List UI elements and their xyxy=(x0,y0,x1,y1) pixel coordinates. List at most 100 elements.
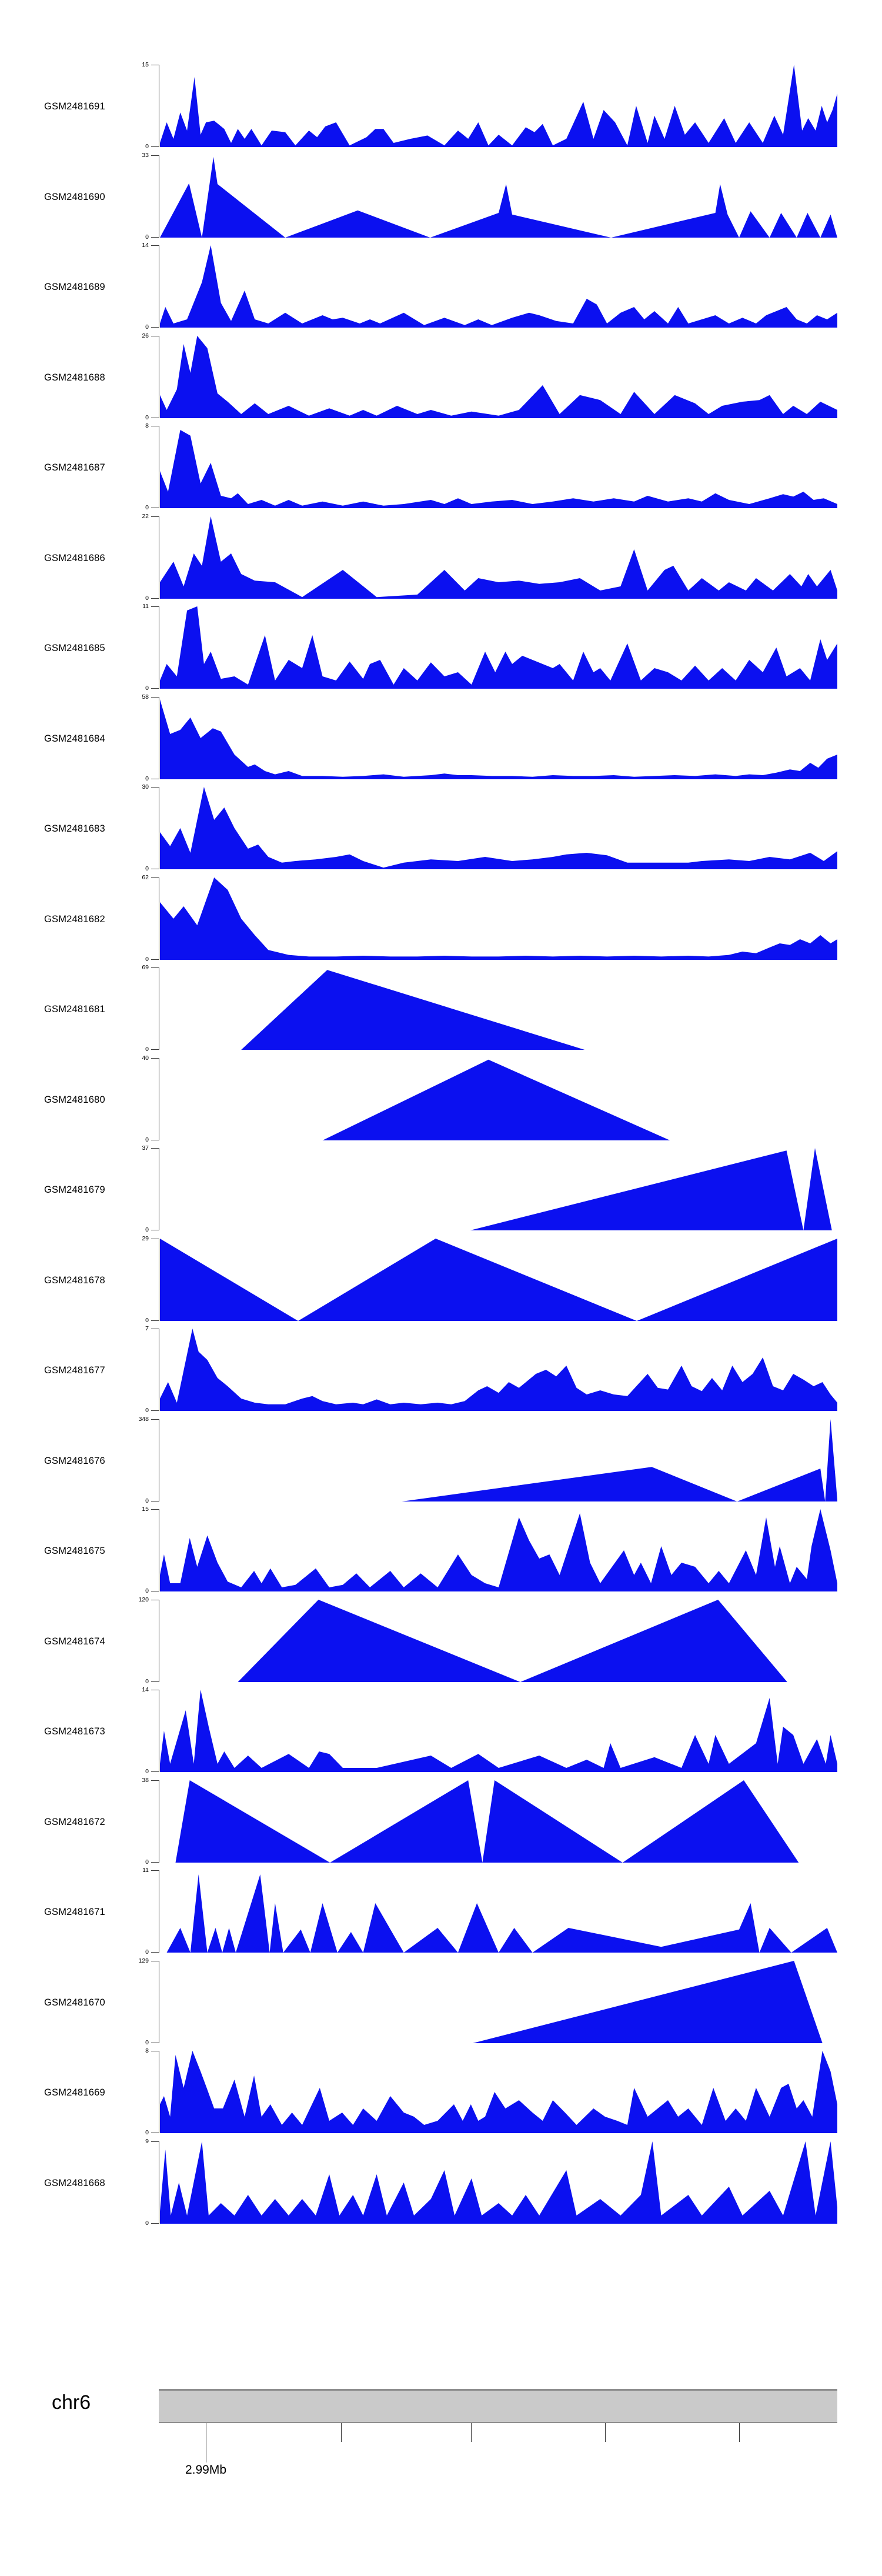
y-axis-max-label: 7 xyxy=(145,1325,149,1332)
track-label: GSM2481689 xyxy=(44,282,105,292)
y-axis-zero-label: 0 xyxy=(145,143,149,150)
track-label: GSM2481690 xyxy=(44,192,105,202)
signal-area xyxy=(238,1600,787,1682)
y-axis-tick xyxy=(151,1780,159,1781)
genome-axis-tick xyxy=(341,2423,342,2442)
signal-plot xyxy=(402,1419,837,1501)
track-label: GSM2481683 xyxy=(44,823,105,834)
signal-area xyxy=(322,1059,670,1140)
y-axis-tick xyxy=(151,877,159,879)
y-axis-max-label: 30 xyxy=(142,783,149,790)
signal-area xyxy=(160,699,837,779)
y-axis-tick xyxy=(151,1419,159,1420)
signal-area xyxy=(160,156,837,238)
y-axis-zero-label: 0 xyxy=(145,1587,149,1594)
y-axis-zero-label: 0 xyxy=(145,233,149,241)
y-axis-max-label: 40 xyxy=(142,1055,149,1062)
y-axis-zero-label: 0 xyxy=(145,595,149,602)
y-axis-zero-label: 0 xyxy=(145,2220,149,2227)
track-row: GSM2481668 9 0 xyxy=(0,2138,882,2227)
track-row: GSM2481672 38 0 xyxy=(0,1777,882,1866)
track-label: GSM2481668 xyxy=(44,2178,105,2188)
track-label: GSM2481676 xyxy=(44,1456,105,1466)
y-axis-max-label: 15 xyxy=(142,1506,149,1513)
signal-area xyxy=(473,1961,823,2043)
track-label: GSM2481675 xyxy=(44,1546,105,1556)
y-axis-max-label: 26 xyxy=(142,332,149,339)
signal-plot xyxy=(160,1329,837,1411)
y-axis-tick xyxy=(151,967,159,969)
y-axis-zero-label: 0 xyxy=(145,1407,149,1414)
y-axis-tick xyxy=(151,1862,159,1863)
track-row: GSM2481678 29 0 xyxy=(0,1235,882,1324)
signal-area xyxy=(160,877,837,960)
track-row: GSM2481676 348 0 xyxy=(0,1416,882,1504)
track-label: GSM2481678 xyxy=(44,1275,105,1286)
track-label: GSM2481684 xyxy=(44,733,105,744)
y-axis-zero-label: 0 xyxy=(145,504,149,511)
genome-axis-tick xyxy=(739,2423,740,2442)
signal-area xyxy=(160,787,837,869)
y-axis-zero-label: 0 xyxy=(145,1497,149,1504)
track-label: GSM2481674 xyxy=(44,1636,105,1647)
track-label: GSM2481672 xyxy=(44,1817,105,1827)
signal-plot xyxy=(160,156,837,238)
y-axis-zero-label: 0 xyxy=(145,775,149,782)
genome-position-label: 2.99Mb xyxy=(185,2463,227,2477)
track-label: GSM2481687 xyxy=(44,462,105,473)
track-row: GSM2481690 33 0 xyxy=(0,152,882,241)
track-label: GSM2481688 xyxy=(44,372,105,383)
y-axis-max-label: 14 xyxy=(142,1686,149,1693)
y-axis-tick xyxy=(151,688,159,689)
signal-plot xyxy=(160,65,837,147)
track-row: GSM2481688 26 0 xyxy=(0,332,882,421)
signal-plot xyxy=(160,2141,837,2224)
genome-axis-tick xyxy=(605,2423,606,2442)
track-row: GSM2481682 62 0 xyxy=(0,874,882,963)
y-axis-max-label: 14 xyxy=(142,242,149,249)
track-row: GSM2481673 14 0 xyxy=(0,1686,882,1775)
signal-plot xyxy=(470,1148,832,1230)
signal-plot xyxy=(175,1780,799,1863)
signal-plot xyxy=(166,1874,837,1953)
y-axis-tick xyxy=(151,1049,159,1050)
y-axis-max-label: 37 xyxy=(142,1144,149,1152)
signal-area xyxy=(160,336,837,418)
signal-area xyxy=(166,1874,837,1953)
y-axis-zero-label: 0 xyxy=(145,865,149,872)
track-row: GSM2481670 129 0 xyxy=(0,1957,882,2046)
track-label: GSM2481670 xyxy=(44,1997,105,2008)
signal-area xyxy=(241,970,585,1050)
y-axis-zero-label: 0 xyxy=(145,1046,149,1053)
track-label: GSM2481680 xyxy=(44,1095,105,1105)
y-axis-max-label: 9 xyxy=(145,2138,149,2145)
y-axis-max-label: 8 xyxy=(145,2047,149,2054)
track-label: GSM2481673 xyxy=(44,1726,105,1737)
y-axis-max-label: 38 xyxy=(142,1777,149,1784)
track-row: GSM2481669 8 0 xyxy=(0,2047,882,2136)
y-axis-tick xyxy=(151,245,159,246)
y-axis-tick xyxy=(151,787,159,788)
chromosome-label: chr6 xyxy=(52,2391,91,2414)
track-row: GSM2481689 14 0 xyxy=(0,242,882,331)
track-label: GSM2481691 xyxy=(44,101,105,112)
signal-plot xyxy=(160,336,837,418)
y-axis-zero-label: 0 xyxy=(145,1226,149,1233)
signal-area xyxy=(160,65,837,147)
y-axis-zero-label: 0 xyxy=(145,956,149,963)
y-axis-max-label: 8 xyxy=(145,422,149,429)
y-axis-tick xyxy=(151,598,159,599)
signal-plot xyxy=(160,699,837,779)
y-axis-max-label: 33 xyxy=(142,152,149,159)
y-axis-max-label: 69 xyxy=(142,964,149,971)
y-axis-tick xyxy=(151,1410,159,1412)
y-axis-tick xyxy=(151,1058,159,1059)
y-axis-zero-label: 0 xyxy=(145,1136,149,1143)
y-axis-zero-label: 0 xyxy=(145,1768,149,1775)
y-axis-max-label: 11 xyxy=(142,603,149,610)
track-row: GSM2481684 58 0 xyxy=(0,693,882,782)
y-axis-zero-label: 0 xyxy=(145,1948,149,1956)
y-axis-tick xyxy=(151,1771,159,1773)
signal-plot xyxy=(473,1961,823,2043)
y-axis-zero-label: 0 xyxy=(145,1858,149,1866)
